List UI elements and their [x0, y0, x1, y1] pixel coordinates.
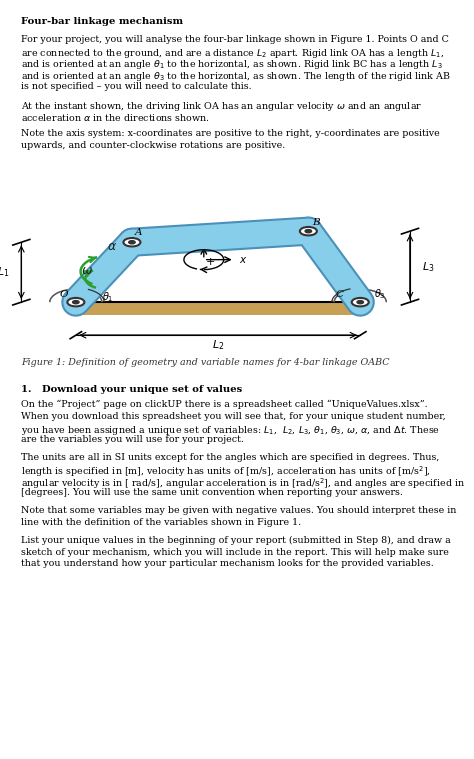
Text: $\theta_1$: $\theta_1$ [102, 290, 113, 304]
Text: $L_1$: $L_1$ [0, 266, 9, 279]
Text: At the instant shown, the driving link OA has an angular velocity $\omega$ and a: At the instant shown, the driving link O… [21, 99, 422, 113]
Circle shape [357, 301, 364, 304]
Text: are connected to the ground, and are a distance $L_2$ apart. Rigid link OA has a: are connected to the ground, and are a d… [21, 46, 444, 60]
Text: sketch of your mechanism, which you will include in the report. This will help m: sketch of your mechanism, which you will… [21, 547, 449, 556]
Circle shape [300, 227, 317, 235]
Text: 1.   Download your unique set of values: 1. Download your unique set of values [21, 385, 243, 394]
Text: $\omega$: $\omega$ [81, 264, 92, 277]
Text: length is specified in [m], velocity has units of [m/s], acceleration has units : length is specified in [m], velocity has… [21, 465, 431, 480]
Text: you have been assigned a unique set of variables: $L_1$,  $L_2$, $L_3$, $\theta_: you have been assigned a unique set of v… [21, 424, 440, 436]
Text: The units are all in SI units except for the angles which are specified in degre: The units are all in SI units except for… [21, 453, 440, 462]
Circle shape [128, 241, 135, 244]
Text: On the “Project” page on clickUP there is a spreadsheet called “UniqueValues.xls: On the “Project” page on clickUP there i… [21, 400, 428, 409]
Text: and is oriented at an angle $\theta_3$ to the horizontal, as shown. The length o: and is oriented at an angle $\theta_3$ t… [21, 70, 451, 83]
Circle shape [73, 301, 79, 304]
Text: B: B [312, 218, 320, 227]
Circle shape [67, 298, 84, 307]
Text: angular velocity is in [ rad/s], angular acceleration is in [rad/s$^2$], and ang: angular velocity is in [ rad/s], angular… [21, 477, 465, 491]
Text: upwards, and counter-clockwise rotations are positive.: upwards, and counter-clockwise rotations… [21, 141, 285, 150]
Text: C: C [336, 290, 344, 299]
Text: +: + [206, 257, 216, 267]
Text: is not specified – you will need to calculate this.: is not specified – you will need to calc… [21, 82, 252, 91]
Circle shape [123, 238, 140, 247]
Circle shape [352, 298, 369, 307]
Bar [71, 302, 365, 315]
Text: Note that some variables may be given with negative values. You should interpret: Note that some variables may be given wi… [21, 506, 457, 515]
Circle shape [305, 229, 311, 233]
Text: acceleration $\alpha$ in the directions shown.: acceleration $\alpha$ in the directions … [21, 112, 210, 122]
Text: that you understand how your particular mechanism looks for the provided variabl: that you understand how your particular … [21, 559, 434, 568]
Text: Four-bar linkage mechanism: Four-bar linkage mechanism [21, 17, 183, 26]
Text: $L_3$: $L_3$ [422, 260, 434, 273]
Text: $L_2$: $L_2$ [212, 338, 224, 351]
Text: $x$: $x$ [239, 255, 248, 265]
Text: are the variables you will use for your project.: are the variables you will use for your … [21, 435, 244, 444]
Text: For your project, you will analyse the four-bar linkage shown in Figure 1. Point: For your project, you will analyse the f… [21, 35, 449, 44]
Text: List your unique values in the beginning of your report (submitted in Step 8), a: List your unique values in the beginning… [21, 536, 451, 545]
Text: When you download this spreadsheet you will see that, for your unique student nu: When you download this spreadsheet you w… [21, 411, 446, 420]
Text: $y$: $y$ [200, 230, 208, 242]
Text: Note the axis system: x-coordinates are positive to the right, y-coordinates are: Note the axis system: x-coordinates are … [21, 129, 440, 138]
Text: O: O [59, 290, 68, 299]
Text: $\alpha$: $\alpha$ [107, 240, 117, 254]
Text: line with the definition of the variables shown in Figure 1.: line with the definition of the variable… [21, 518, 301, 527]
Text: $\theta_3$: $\theta_3$ [374, 287, 386, 301]
Text: A: A [134, 228, 142, 237]
Text: Figure 1: Definition of geometry and variable names for 4-bar linkage OABC: Figure 1: Definition of geometry and var… [21, 357, 390, 367]
Text: [degrees]. You will use the same unit convention when reporting your answers.: [degrees]. You will use the same unit co… [21, 488, 403, 497]
Text: and is oriented at an angle $\theta_1$ to the horizontal, as shown. Rigid link B: and is oriented at an angle $\theta_1$ t… [21, 58, 443, 71]
